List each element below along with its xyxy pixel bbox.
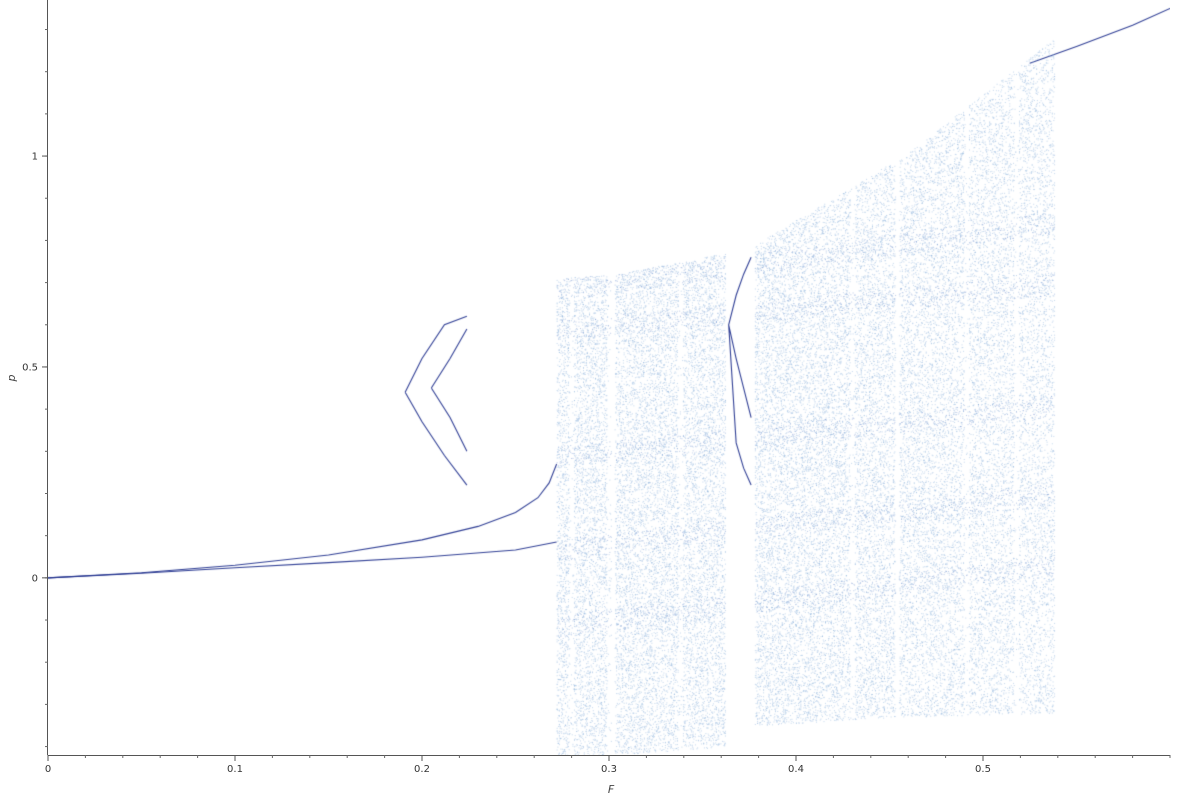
y-tick-label: 0: [32, 573, 38, 584]
x-axis: 0 0.1 0.2 0.3 0.4 0.5: [45, 755, 1171, 775]
y-axis-label: p: [5, 374, 18, 382]
x-tick-label: 0.3: [601, 764, 617, 775]
x-tick-label: 0.5: [975, 764, 991, 775]
y-tick-label: 1: [32, 152, 38, 163]
x-axis-label: F: [608, 783, 615, 796]
bifurcation-point-cloud: [48, 0, 1170, 755]
x-tick-label: 0.4: [788, 764, 804, 775]
x-tick-label: 0.1: [227, 764, 243, 775]
x-tick-label: 0.2: [414, 764, 430, 775]
y-axis: 00.51: [22, 0, 48, 755]
x-tick-label: 0: [45, 764, 51, 775]
y-tick-label: 0.5: [22, 362, 38, 373]
